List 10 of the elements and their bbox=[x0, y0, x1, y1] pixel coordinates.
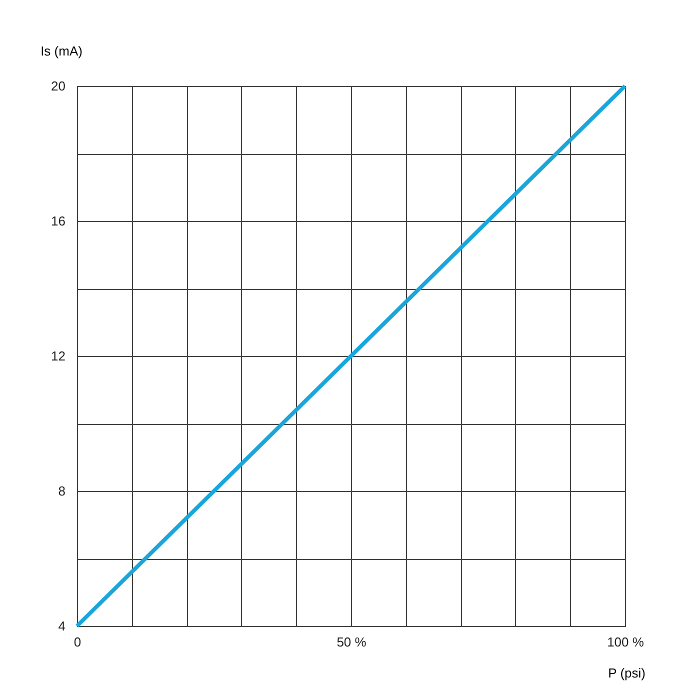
x-tick-label: 50 % bbox=[336, 634, 367, 650]
x-tick-label: 100 % bbox=[607, 634, 644, 650]
y-tick-label: 16 bbox=[51, 214, 66, 228]
x-axis-title: P (psi) bbox=[608, 666, 646, 680]
y-tick-label: 12 bbox=[51, 348, 66, 364]
y-axis-title: Is (mA) bbox=[40, 44, 82, 58]
y-tick-label: 4 bbox=[58, 618, 66, 634]
y-tick-label: 20 bbox=[51, 78, 66, 94]
x-tick-label: 0 bbox=[74, 634, 82, 650]
y-tick-label: 8 bbox=[58, 484, 66, 498]
